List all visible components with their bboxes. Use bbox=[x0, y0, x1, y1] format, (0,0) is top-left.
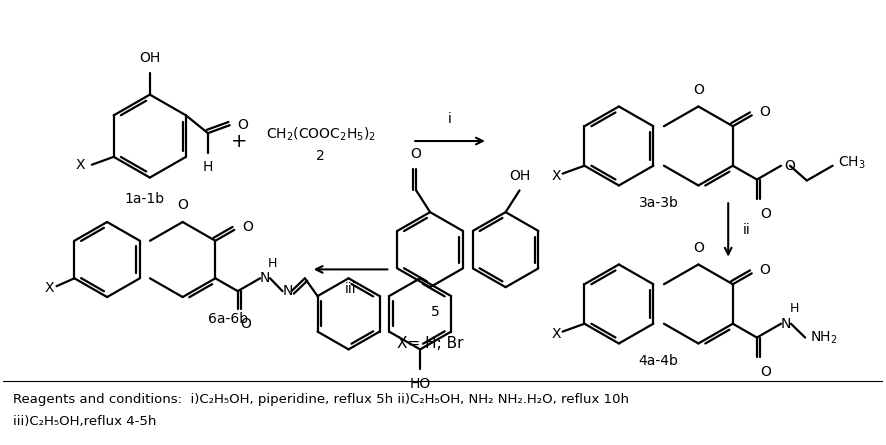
Text: O: O bbox=[759, 105, 771, 119]
Text: iii: iii bbox=[345, 282, 356, 296]
Text: O: O bbox=[237, 118, 249, 132]
Text: +: + bbox=[231, 132, 247, 150]
Text: 3a-3b: 3a-3b bbox=[639, 196, 679, 210]
Text: 4a-4b: 4a-4b bbox=[639, 354, 679, 368]
Text: ii: ii bbox=[743, 223, 750, 237]
Text: CH$_3$: CH$_3$ bbox=[837, 154, 866, 171]
Text: O: O bbox=[177, 198, 188, 212]
Text: CH$_2$(COOC$_2$H$_5$)$_2$: CH$_2$(COOC$_2$H$_5$)$_2$ bbox=[266, 125, 376, 143]
Text: H: H bbox=[790, 302, 799, 315]
Text: X: X bbox=[551, 169, 561, 182]
Text: OH: OH bbox=[139, 51, 160, 65]
Text: O: O bbox=[759, 263, 771, 277]
Text: O: O bbox=[411, 147, 422, 161]
Text: O: O bbox=[784, 159, 795, 173]
Text: O: O bbox=[242, 220, 253, 234]
Text: X: X bbox=[551, 327, 561, 340]
Text: O: O bbox=[241, 317, 252, 331]
Text: O: O bbox=[693, 83, 703, 97]
Text: O: O bbox=[760, 207, 771, 221]
Text: OH: OH bbox=[509, 169, 530, 182]
Text: Reagents and conditions:  i)C₂H₅OH, piperidine, reflux 5h ii)C₂H₅OH, NH₂ NH₂.H₂O: Reagents and conditions: i)C₂H₅OH, piper… bbox=[12, 393, 629, 406]
Text: 1a-1b: 1a-1b bbox=[125, 192, 165, 206]
Text: O: O bbox=[760, 365, 771, 379]
Text: 6a-6b: 6a-6b bbox=[208, 312, 248, 326]
Text: iii)C₂H₅OH,reflux 4-5h: iii)C₂H₅OH,reflux 4-5h bbox=[12, 415, 156, 428]
Text: N: N bbox=[283, 284, 293, 298]
Text: NH$_2$: NH$_2$ bbox=[810, 329, 838, 346]
Text: H: H bbox=[268, 257, 277, 271]
Text: X: X bbox=[45, 281, 55, 295]
Text: N: N bbox=[781, 317, 791, 331]
Text: 5: 5 bbox=[431, 305, 439, 319]
Text: H: H bbox=[203, 160, 213, 174]
Text: O: O bbox=[693, 241, 703, 255]
Text: N: N bbox=[260, 271, 270, 285]
Text: i: i bbox=[448, 112, 452, 126]
Text: X= H; Br: X= H; Br bbox=[397, 336, 463, 351]
Text: X: X bbox=[75, 158, 85, 172]
Text: HO: HO bbox=[409, 377, 431, 391]
Text: 2: 2 bbox=[316, 149, 325, 163]
